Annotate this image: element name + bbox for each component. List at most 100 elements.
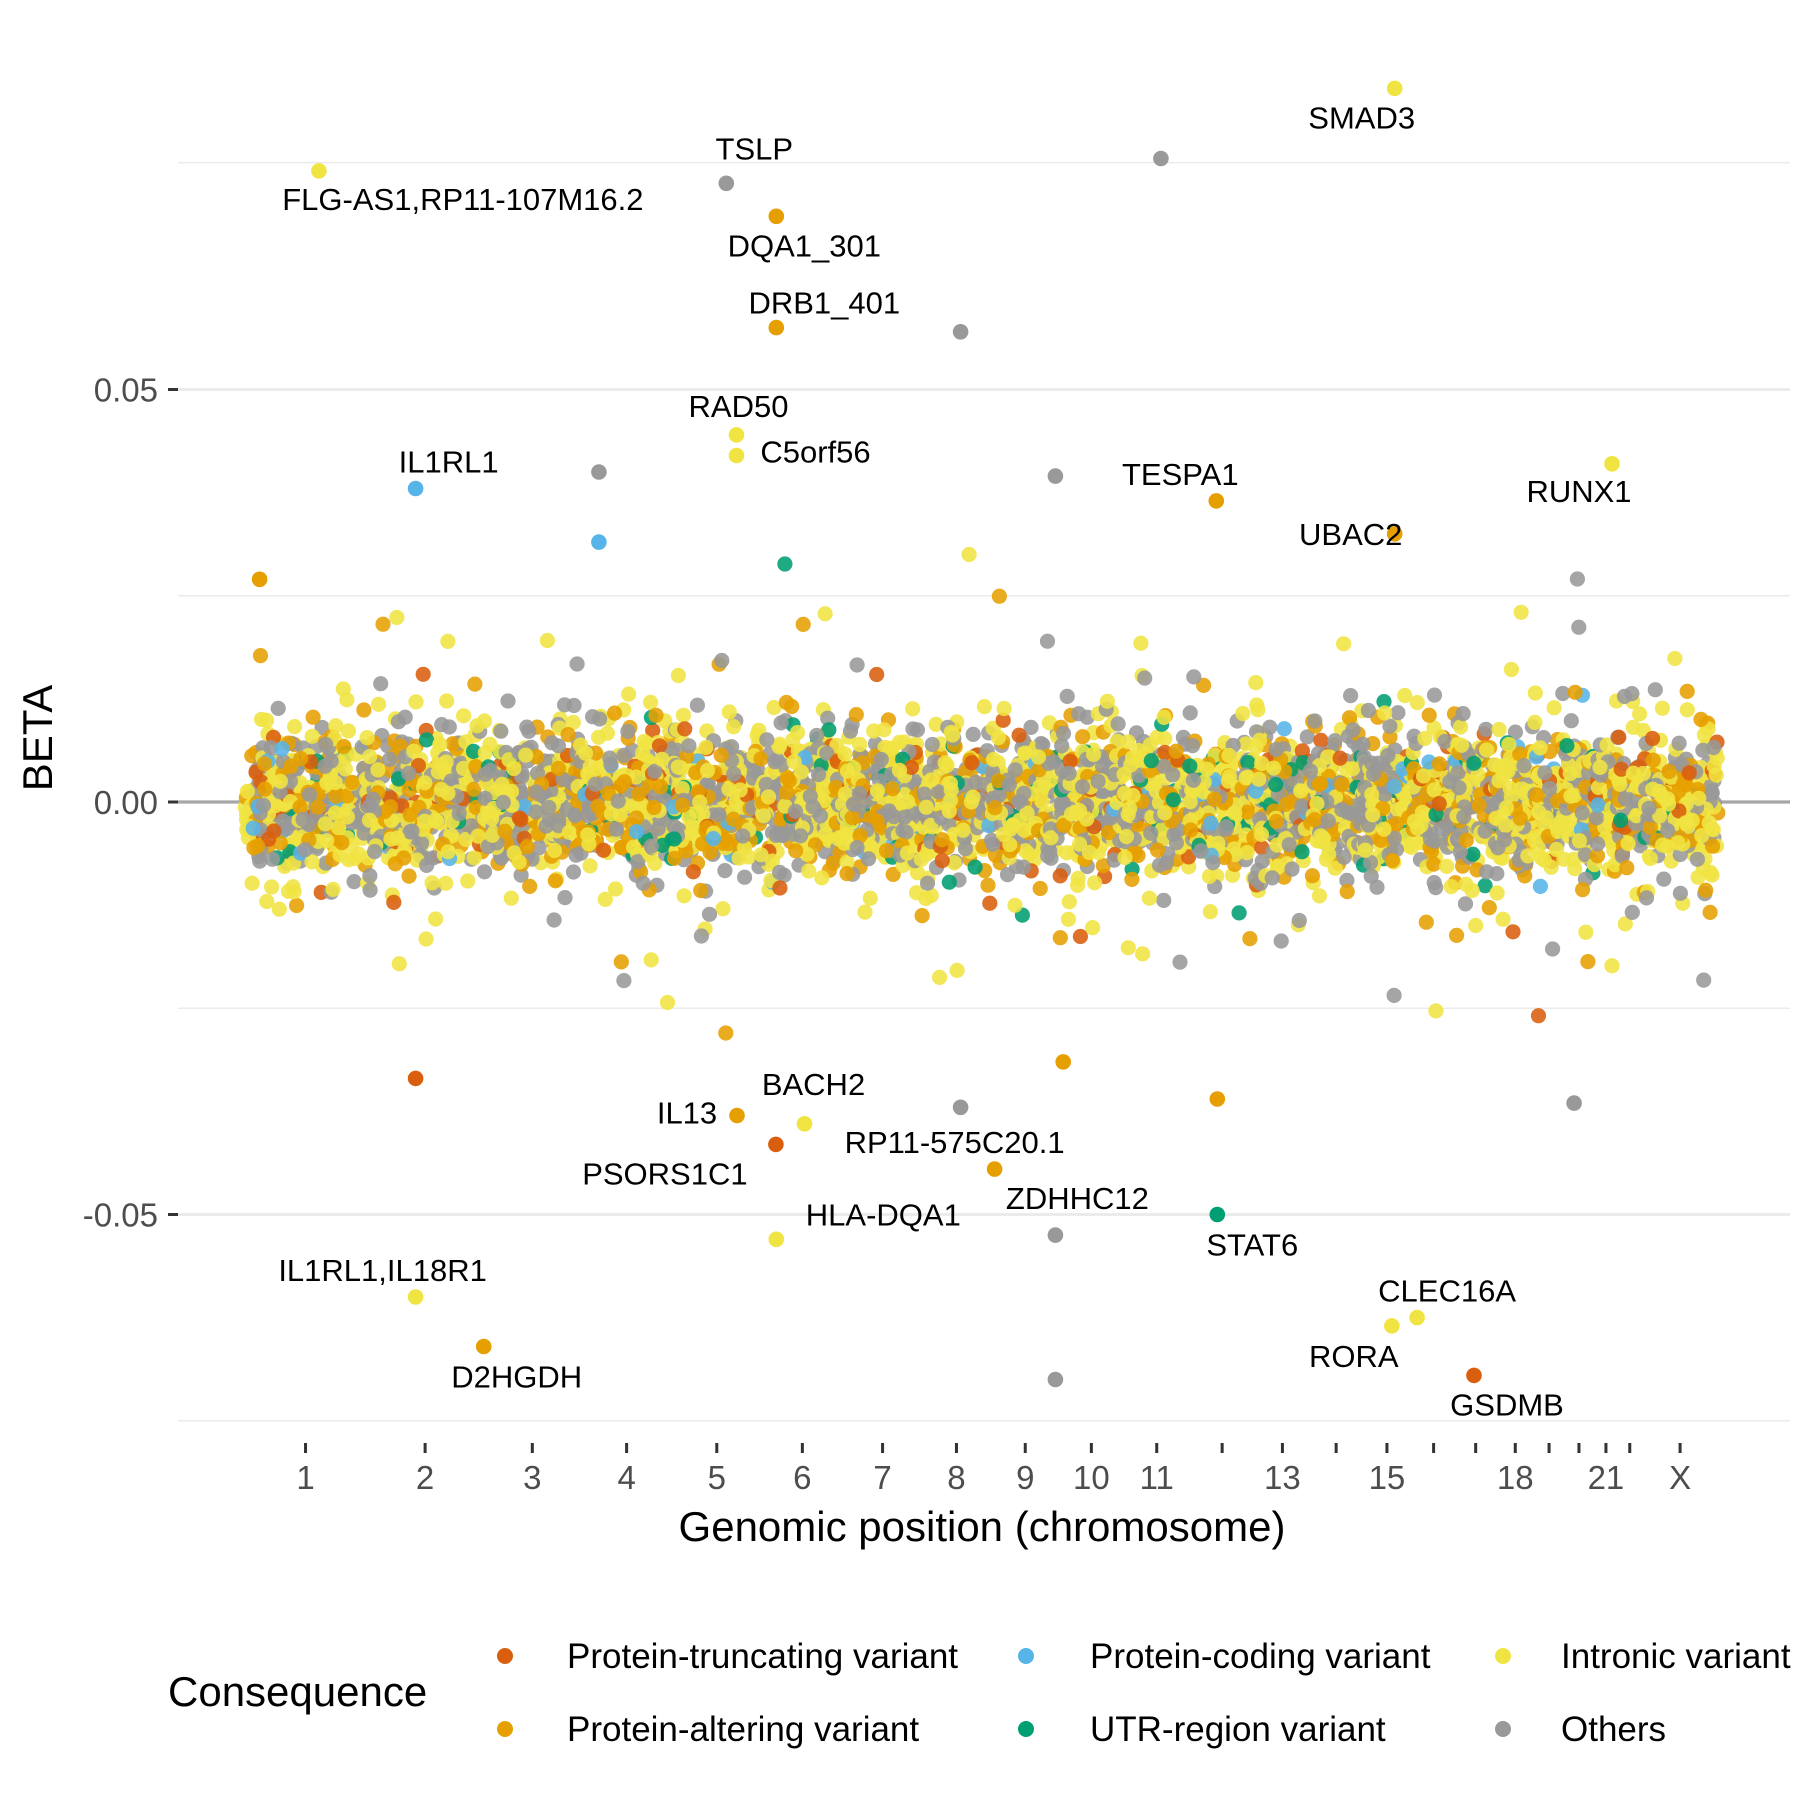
- variant-point: [1118, 829, 1135, 845]
- variant-point: [1384, 852, 1400, 869]
- variant-point: [440, 633, 456, 650]
- variant-point: [654, 751, 670, 767]
- variant-point: [318, 736, 334, 752]
- variant-point: [340, 723, 356, 739]
- notable-variant-point: [1566, 1095, 1582, 1111]
- variant-point: [264, 879, 280, 895]
- variant-point: [1530, 1008, 1547, 1024]
- variant-point: [909, 722, 926, 738]
- variant-point: [839, 763, 856, 779]
- highlighted-variant-point: [1409, 1309, 1425, 1326]
- variant-point: [900, 794, 916, 810]
- variant-point: [1248, 739, 1264, 755]
- variant-point: [1304, 868, 1320, 884]
- variant-point: [1471, 797, 1487, 814]
- legend-title: Consequence: [168, 1668, 427, 1715]
- variant-point: [1667, 650, 1683, 667]
- variant-point: [328, 788, 344, 804]
- variant-point: [1206, 791, 1222, 808]
- variant-point: [1456, 809, 1472, 825]
- variant-point: [1032, 779, 1048, 795]
- variant-point: [818, 826, 834, 843]
- variant-point: [1336, 636, 1352, 652]
- variant-point: [852, 828, 868, 844]
- variant-point: [1563, 713, 1579, 729]
- variant-point: [531, 840, 547, 856]
- variant-point: [676, 888, 692, 904]
- variant-point: [1356, 749, 1372, 765]
- notable-variant-point: [1047, 1371, 1064, 1388]
- variant-point: [621, 686, 637, 702]
- variant-point: [699, 762, 716, 779]
- variant-point: [332, 847, 348, 863]
- variant-point: [1011, 727, 1027, 743]
- variant-point: [1235, 705, 1251, 722]
- variant-point: [809, 727, 825, 744]
- variant-point: [1562, 765, 1578, 782]
- variant-point: [295, 811, 311, 828]
- variant-point: [1527, 685, 1543, 701]
- variant-point: [427, 812, 443, 828]
- variant-point: [1431, 796, 1447, 812]
- variant-point: [718, 1025, 734, 1041]
- variant-point: [344, 774, 360, 791]
- variant-point: [779, 784, 795, 800]
- variant-point: [1428, 1003, 1444, 1019]
- variant-point: [367, 844, 383, 860]
- variant-point: [1513, 604, 1529, 620]
- variant-point: [1451, 780, 1467, 796]
- variant-point: [365, 791, 381, 807]
- variant-point: [779, 770, 796, 786]
- x-tick-label: 18: [1497, 1459, 1534, 1496]
- gene-label: C5orf56: [760, 435, 870, 470]
- variant-point: [1284, 861, 1300, 877]
- variant-point: [503, 890, 519, 906]
- variant-point: [1039, 633, 1056, 649]
- variant-point: [1321, 846, 1337, 862]
- variant-point: [772, 880, 788, 896]
- variant-point: [1307, 713, 1323, 729]
- variant-point: [1671, 735, 1687, 751]
- gene-label: IL1RL1,IL18R1: [278, 1253, 487, 1288]
- variant-point: [1202, 904, 1218, 920]
- variant-point: [292, 799, 308, 815]
- variant-point: [1072, 803, 1088, 819]
- variant-point: [334, 835, 350, 851]
- variant-point: [493, 723, 509, 739]
- variant-point: [817, 606, 833, 622]
- legend-entry-label: Protein-altering variant: [567, 1710, 919, 1749]
- variant-point: [1698, 882, 1714, 898]
- gene-label: GSDMB: [1450, 1387, 1564, 1422]
- variant-point: [1532, 878, 1548, 895]
- variant-point: [776, 826, 792, 842]
- variant-point: [1199, 761, 1215, 777]
- x-tick-label: 1: [296, 1459, 314, 1496]
- variant-point: [417, 775, 433, 791]
- variant-point: [758, 776, 774, 793]
- variant-point: [245, 820, 261, 836]
- variant-point: [371, 696, 387, 712]
- variant-point: [1590, 797, 1606, 813]
- variant-point: [1090, 773, 1106, 790]
- variant-point: [1268, 813, 1284, 830]
- variant-point: [639, 735, 655, 752]
- variant-point: [1464, 882, 1480, 899]
- variant-point: [677, 721, 693, 737]
- gene-label: D2HGDH: [451, 1360, 582, 1395]
- variant-point: [1364, 786, 1380, 803]
- variant-point: [336, 738, 352, 755]
- variant-point: [1165, 767, 1181, 783]
- variant-point: [272, 835, 288, 851]
- variant-point: [666, 831, 682, 847]
- variant-point: [1641, 800, 1657, 816]
- highlighted-variant-point: [1208, 493, 1225, 509]
- variant-point: [1617, 791, 1633, 807]
- variant-point: [432, 736, 448, 753]
- variant-point: [1644, 730, 1661, 747]
- variant-point: [518, 747, 534, 763]
- variant-point: [799, 846, 815, 862]
- variant-point: [305, 709, 321, 725]
- variant-point: [293, 751, 309, 767]
- variant-point: [1477, 823, 1493, 839]
- gene-label: RUNX1: [1526, 474, 1631, 509]
